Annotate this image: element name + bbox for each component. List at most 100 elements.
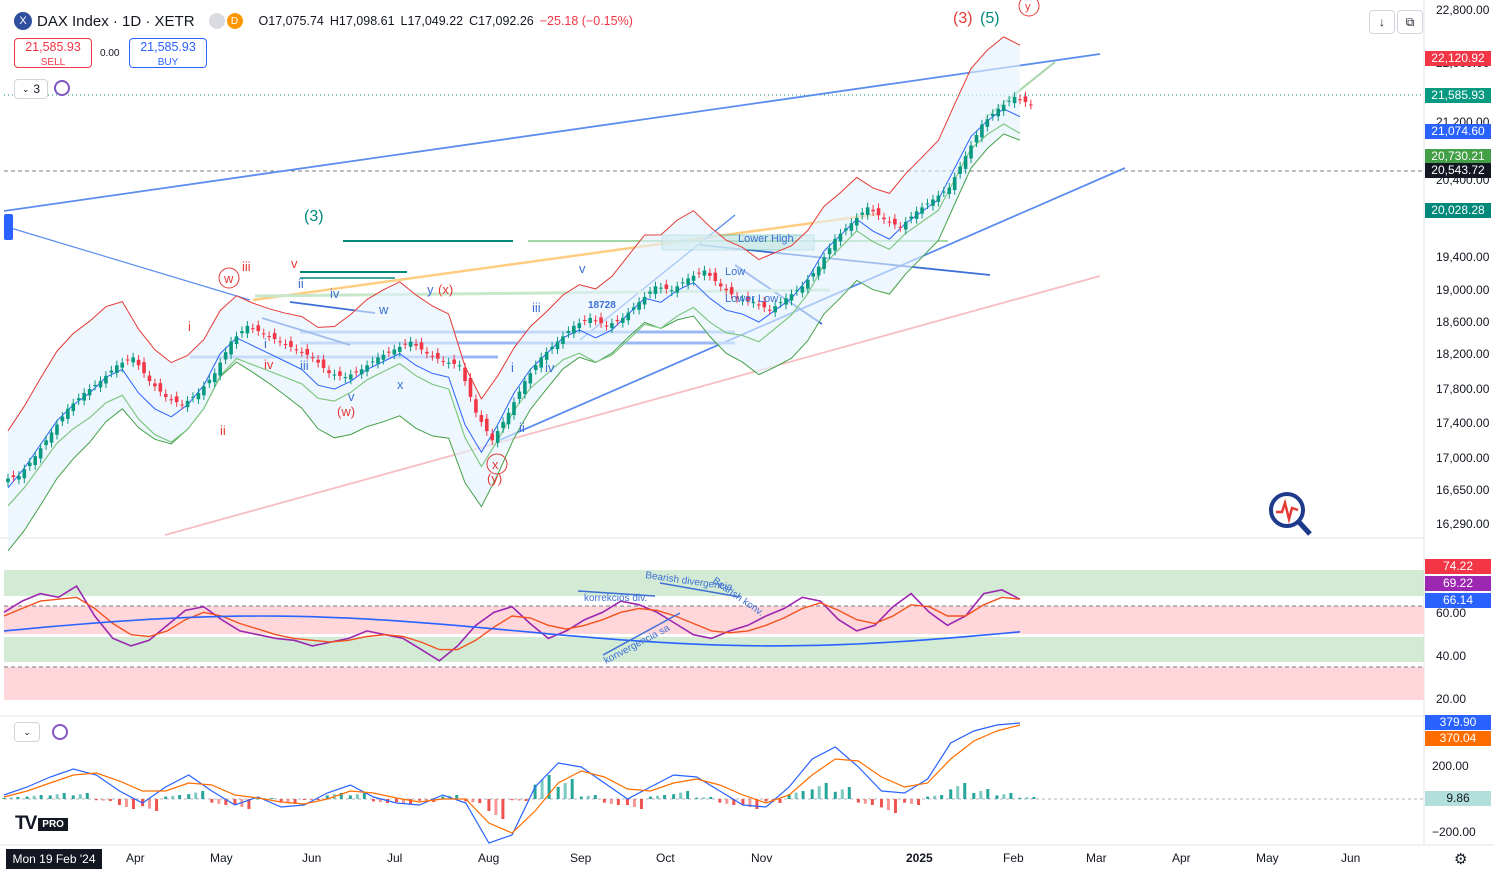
- candle-body: [795, 290, 799, 292]
- macd-histogram-bar: [85, 793, 89, 799]
- macd-histogram-bar: [279, 799, 283, 802]
- macd-histogram-bar: [847, 787, 851, 799]
- candle-body: [697, 272, 701, 274]
- fullscreen-icon[interactable]: ⧉: [1397, 10, 1423, 34]
- macd-histogram-bar: [293, 799, 297, 804]
- wave-label-y-paren: (y): [487, 471, 502, 486]
- wave-label-y-blue: y: [427, 282, 434, 297]
- candle-body: [735, 296, 739, 299]
- time-axis-label: May: [1256, 851, 1279, 865]
- macd-histogram-bar: [787, 794, 791, 799]
- macd-histogram-bar: [1025, 797, 1029, 799]
- wave-circle-y-top: [1018, 0, 1040, 17]
- macd-histogram-bar: [810, 789, 814, 799]
- candle-body: [93, 385, 97, 387]
- candle-body: [533, 365, 538, 371]
- macd-histogram-bar: [210, 799, 214, 803]
- candle-body: [1012, 96, 1017, 104]
- candle-body: [294, 349, 299, 351]
- macd-histogram-bar: [39, 795, 43, 799]
- candle-body: [397, 346, 402, 352]
- indicators-toggle[interactable]: ⌄ 3: [14, 79, 48, 99]
- candle-body: [822, 257, 826, 269]
- sell-button[interactable]: 21,585.93 SELL: [14, 38, 92, 68]
- macd-histogram-bar: [741, 799, 745, 805]
- candle-body: [169, 399, 174, 401]
- macd-histogram-bar: [302, 799, 306, 800]
- pro-badge: PRO: [38, 817, 68, 831]
- macd-histogram-bar: [986, 789, 990, 799]
- candle-body: [490, 433, 495, 441]
- candle-body: [1029, 104, 1033, 106]
- gear-icon[interactable]: ⚙: [1454, 851, 1468, 868]
- download-icon[interactable]: ↓: [1369, 10, 1395, 34]
- candle-body: [484, 418, 489, 432]
- candle-body: [746, 296, 750, 301]
- candle-body: [343, 377, 348, 379]
- candle-body: [446, 362, 451, 364]
- wave-label-i-blue-2: i: [511, 360, 514, 375]
- rsi-tag-3: 66.14: [1425, 593, 1491, 608]
- rsi-band-green-low: [4, 637, 1424, 662]
- price-tag-22120: 22,120.92: [1425, 51, 1491, 66]
- macd-tag-1: 379.90: [1425, 715, 1491, 730]
- sync-icon[interactable]: [52, 724, 68, 740]
- candle-body: [408, 341, 413, 347]
- macd-histogram-bar: [517, 799, 521, 801]
- candle-body: [990, 113, 995, 117]
- price-tick-label: 22,800.00: [1436, 3, 1490, 17]
- candle-body: [778, 302, 783, 304]
- status-pill-1: [208, 13, 225, 29]
- macd-histogram-bar: [217, 799, 221, 804]
- wave-label-v-red: v: [291, 256, 298, 271]
- candle-body: [98, 381, 103, 388]
- macd-histogram-bar: [194, 792, 198, 799]
- wave-label-v-blue: v: [348, 389, 355, 404]
- candle-body: [860, 212, 865, 215]
- candle-body: [582, 320, 587, 322]
- buy-button[interactable]: 21,585.93 BUY: [129, 38, 207, 68]
- macd-histogram-bar: [309, 799, 313, 800]
- candle-body: [27, 462, 32, 467]
- candle-body: [931, 199, 935, 206]
- macd-histogram-bar: [686, 791, 690, 799]
- macd-histogram-bar: [940, 795, 944, 799]
- candle-body: [528, 373, 533, 384]
- candle-body: [474, 399, 478, 413]
- rsi-signal-line: [3, 596, 1021, 651]
- candle-body: [60, 416, 65, 422]
- macd-histogram-bar: [972, 793, 976, 799]
- candle-body: [718, 283, 723, 287]
- candle-body: [327, 370, 331, 374]
- candle-body: [669, 290, 674, 292]
- magnifier-icon[interactable]: [1269, 492, 1312, 536]
- bollinger-band-fill: [8, 36, 1020, 551]
- candle-body: [708, 272, 712, 276]
- collapse-pane-button[interactable]: ⌄: [14, 722, 40, 742]
- candle-body: [147, 375, 152, 382]
- symbol-title[interactable]: DAX Index · 1D · XETR: [37, 12, 195, 30]
- macd-histogram-bar: [886, 799, 890, 811]
- wave-label-i-red: i: [188, 319, 191, 334]
- candle-body: [44, 440, 48, 446]
- candle-body: [637, 302, 641, 310]
- macd-histogram-bar: [155, 799, 159, 811]
- sync-icon[interactable]: [54, 80, 70, 96]
- rsi-tick-label: 60.00: [1436, 606, 1466, 620]
- candle-body: [577, 323, 582, 329]
- macd-line: [3, 722, 1021, 844]
- candle-body: [936, 195, 941, 202]
- candle-body: [185, 400, 190, 408]
- spread-value: 0.00: [100, 48, 120, 59]
- price-tag-20543: 20,543.72: [1425, 163, 1491, 178]
- candle-body: [648, 291, 652, 294]
- candle-body: [223, 352, 228, 360]
- rsi-tick-label: 20.00: [1436, 692, 1466, 706]
- macd-histogram-bar: [371, 799, 375, 802]
- macd-histogram-bar: [570, 779, 574, 799]
- ohlc-low: L17,049.22: [400, 14, 464, 28]
- ohlc-close: C17,092.26: [469, 14, 534, 28]
- candle-body: [942, 191, 946, 193]
- candle-body: [272, 333, 277, 339]
